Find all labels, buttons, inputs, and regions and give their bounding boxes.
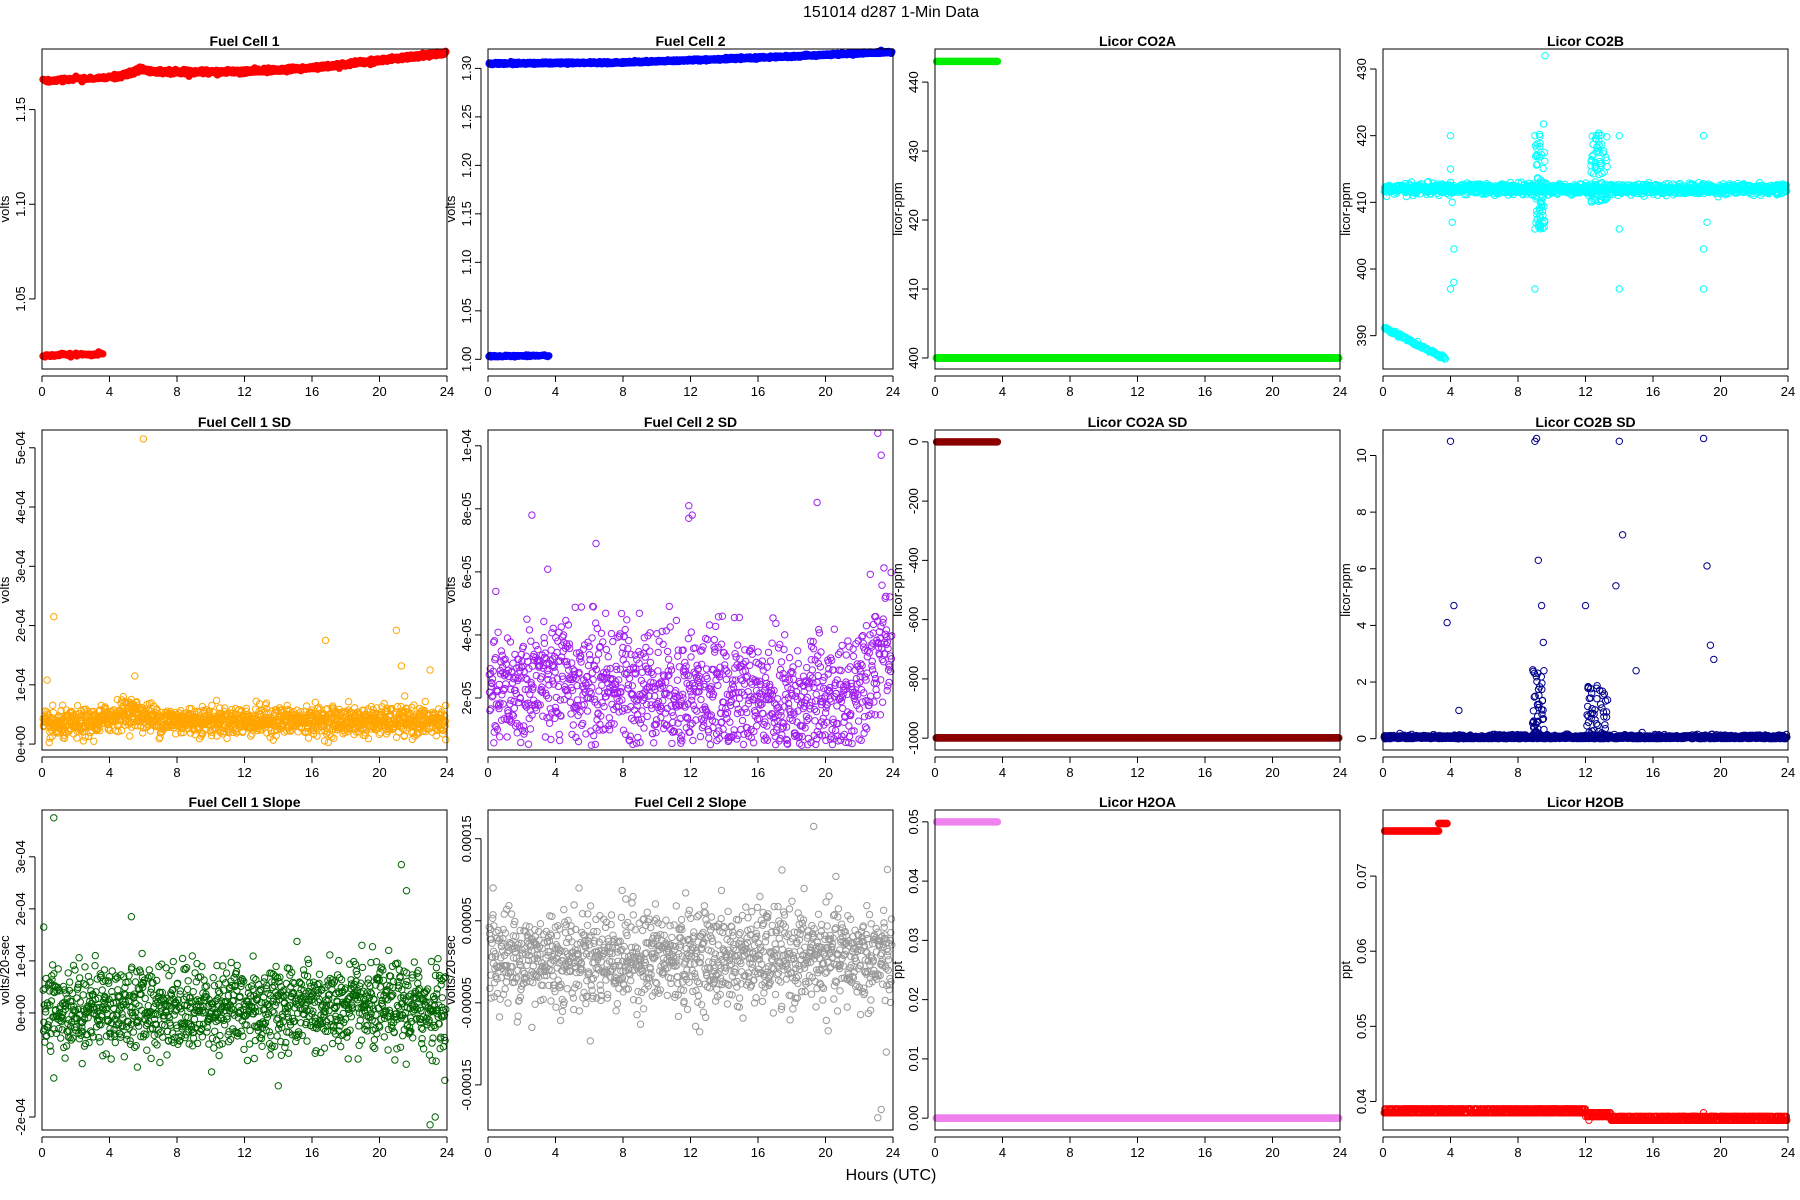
- y-axis: 1.00 1.05 1.10 1.15 1.20 1.25 1.30: [459, 56, 482, 372]
- x-tick-label: 8: [1066, 384, 1073, 399]
- points: [932, 57, 1343, 362]
- x-tick-label: 12: [237, 384, 251, 399]
- x-tick-label: 0: [484, 384, 491, 399]
- points: [1380, 52, 1791, 363]
- y-tick-label: 1.15: [13, 97, 28, 122]
- x-tick-label: 24: [886, 384, 900, 399]
- x-tick-label: 4: [552, 384, 559, 399]
- y-tick-label: 410: [906, 278, 921, 300]
- plot-frame: [487, 48, 894, 370]
- page-title: 151014 d287 1-Min Data: [803, 4, 979, 21]
- x-tick-label: 20: [1265, 384, 1279, 399]
- y-tick-label: 1.05: [459, 298, 474, 323]
- y-axis: 1.05 1.10 1.15: [13, 97, 36, 312]
- y-tick-label: 1.10: [13, 192, 28, 217]
- x-tick-label: 0: [931, 384, 938, 399]
- panel-title: Licor CO2B: [1547, 33, 1624, 49]
- y-axis-label: volts: [0, 195, 12, 222]
- y-tick-label: 1.00: [459, 347, 474, 372]
- data-point: [99, 350, 107, 358]
- x-tick-label: 4: [106, 384, 113, 399]
- x-tick-label: 24: [440, 384, 454, 399]
- x-tick-label: 16: [305, 384, 319, 399]
- y-tick-label: 1.10: [459, 250, 474, 275]
- panel-title: Licor CO2A: [1099, 33, 1176, 49]
- plot-frame: [41, 48, 448, 370]
- x-axis: 0 4 8 12 16 20 24: [484, 375, 900, 399]
- y-tick-label: 1.20: [459, 153, 474, 178]
- x-tick-label: 8: [173, 384, 180, 399]
- y-tick-label: 1.25: [459, 104, 474, 129]
- y-tick-label: 1.15: [459, 201, 474, 226]
- y-axis-label: licor-ppm: [890, 182, 905, 235]
- data-point: [888, 48, 896, 56]
- x-tick-label: 4: [999, 384, 1006, 399]
- y-axis: 400 410 420 430 440: [906, 71, 929, 369]
- x-tick-label: 20: [372, 384, 386, 399]
- x-axis: 0 4 8 12 16 20 24: [38, 375, 454, 399]
- x-tick-label: 16: [1198, 384, 1212, 399]
- x-tick-label: 12: [683, 384, 697, 399]
- data-point: [545, 352, 553, 360]
- y-axis-label: licor-ppm: [1338, 182, 1353, 235]
- x-axis: 0 4 8 12 16 20 24: [931, 375, 1347, 399]
- y-tick-label: 430: [906, 140, 921, 162]
- x-tick-label: 24: [1333, 384, 1347, 399]
- data-point: [442, 48, 450, 56]
- points: [485, 46, 896, 361]
- panel-title: Fuel Cell 2: [655, 33, 725, 49]
- y-tick-label: 440: [906, 71, 921, 93]
- panel-title: Fuel Cell 1: [209, 33, 279, 49]
- points: [39, 47, 450, 361]
- x-tick-label: 12: [1130, 384, 1144, 399]
- y-tick-label: 1.30: [459, 56, 474, 81]
- y-axis-label: volts: [443, 195, 458, 222]
- plot-frame: [934, 48, 1341, 370]
- x-tick-label: 16: [751, 384, 765, 399]
- y-tick-label: 420: [906, 209, 921, 231]
- y-tick-label: 1.05: [13, 286, 28, 311]
- data-point: [993, 57, 1002, 66]
- x-tick-label: 8: [619, 384, 626, 399]
- data-point: [1335, 354, 1343, 362]
- x-tick-label: 20: [818, 384, 832, 399]
- x-tick-label: 0: [38, 384, 45, 399]
- y-tick-label: 400: [906, 347, 921, 369]
- panel-0: Fuel Cell 1 volts 0 4 8 12 16 20 24 1.05 1.10 1.15: [0, 33, 454, 399]
